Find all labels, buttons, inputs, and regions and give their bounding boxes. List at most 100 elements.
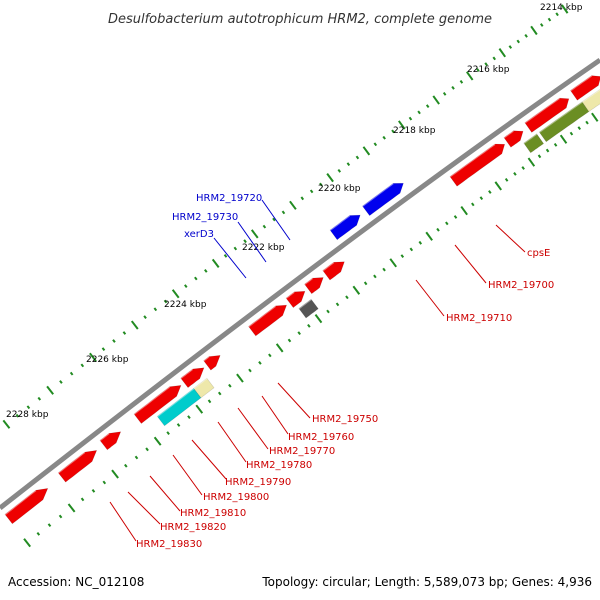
tick-label: 2216 kbp (467, 65, 510, 75)
gene-label-hrm2-19790[interactable]: HRM2_19790 (225, 477, 291, 488)
major-tick (236, 373, 244, 383)
minor-tick (248, 368, 252, 373)
cds-feature[interactable] (503, 130, 524, 148)
major-tick (289, 200, 297, 210)
major-tick (195, 404, 204, 414)
minor-tick (355, 155, 360, 160)
cds-feature[interactable] (133, 385, 182, 424)
gene-label-hrm2-19770[interactable]: HRM2_19770 (269, 446, 335, 457)
cds-feature[interactable] (285, 290, 306, 309)
minor-tick (382, 267, 386, 272)
major-tick (494, 181, 502, 191)
minor-tick (163, 299, 168, 304)
cds-feature[interactable] (524, 97, 570, 133)
rrna-feature[interactable] (523, 133, 545, 154)
leader-line (261, 395, 289, 435)
minor-tick (504, 178, 509, 182)
minor-tick (442, 91, 447, 96)
minor-tick (91, 489, 96, 493)
gene-label-hrm2-19730[interactable]: HRM2_19730 (172, 212, 238, 223)
cds-feature[interactable] (304, 277, 324, 295)
major-tick (153, 436, 162, 446)
minor-tick (145, 447, 149, 452)
gene-label-hrm2-19820[interactable]: HRM2_19820 (160, 522, 226, 533)
minor-tick (194, 276, 198, 281)
gene-label-hrm2-19750[interactable]: HRM2_19750 (312, 414, 378, 425)
minor-tick (124, 463, 128, 468)
other-feature[interactable] (298, 298, 319, 319)
major-tick (89, 352, 97, 362)
leader-line (495, 224, 526, 253)
major-tick (398, 120, 406, 130)
feature-highlight (523, 133, 538, 144)
misc-feature-light[interactable] (193, 377, 215, 399)
cds-feature[interactable] (4, 488, 49, 525)
major-tick (465, 71, 474, 81)
minor-tick (451, 85, 455, 90)
gene-label-xerd3[interactable]: xerD3 (184, 229, 214, 240)
gene-label-hrm2-19700[interactable]: HRM2_19700 (488, 280, 554, 291)
major-tick (498, 48, 507, 58)
misc-feature-light[interactable] (581, 88, 600, 113)
leader-line (172, 454, 203, 496)
minor-tick (445, 221, 449, 226)
tick-label: 2220 kbp (318, 184, 361, 194)
gene-label-cpse[interactable]: cpsE (527, 248, 550, 259)
cds-feature[interactable] (203, 355, 221, 371)
gene-label-hrm2-19720[interactable]: HRM2_19720 (196, 193, 262, 204)
cds-feature[interactable] (99, 431, 122, 451)
red-leader-lines (109, 224, 526, 542)
feature-highlight (57, 451, 86, 474)
minor-tick (187, 415, 191, 419)
feature-highlight (569, 74, 593, 92)
leader-line (109, 501, 137, 542)
minor-tick (547, 17, 552, 22)
gene-label-hrm2-19760[interactable]: HRM2_19760 (288, 432, 354, 443)
major-tick (2, 419, 11, 429)
feature-track (4, 74, 600, 525)
gene-label-hrm2-19830[interactable]: HRM2_19830 (136, 539, 202, 550)
cds-feature[interactable] (449, 143, 506, 187)
cds-feature[interactable] (180, 367, 205, 389)
gene-label-hrm2-19800[interactable]: HRM2_19800 (203, 492, 269, 503)
cds-feature[interactable] (248, 304, 288, 337)
minor-tick (59, 380, 63, 384)
minor-tick (513, 172, 517, 176)
minor-tick (36, 531, 41, 536)
minor-tick (58, 514, 63, 519)
trna-feature[interactable] (329, 214, 361, 241)
minor-tick (268, 353, 272, 358)
tick-track-inner (23, 112, 599, 548)
feature-highlight (180, 368, 194, 379)
leader-line (277, 382, 311, 419)
minor-tick (553, 142, 558, 147)
feature-highlight (133, 385, 171, 415)
feature-highlight (156, 387, 195, 418)
gene-label-hrm2-19810[interactable]: HRM2_19810 (180, 508, 246, 519)
minor-tick (488, 190, 492, 194)
genome-info-text: Topology: circular; Length: 5,589,073 bp… (261, 575, 592, 589)
cds-feature[interactable] (322, 261, 345, 281)
gene-label-hrm2-19710[interactable]: HRM2_19710 (446, 313, 512, 324)
feature-highlight (193, 377, 208, 390)
major-tick (46, 385, 54, 395)
major-tick (561, 4, 569, 14)
gene-label-hrm2-19780[interactable]: HRM2_19780 (246, 460, 312, 471)
feature-highlight (322, 261, 335, 272)
minor-tick (425, 104, 430, 109)
map-title: Desulfobacterium autotrophicum HRM2, com… (108, 12, 492, 27)
minor-tick (335, 302, 340, 307)
minor-tick (346, 162, 351, 167)
major-tick (111, 469, 119, 479)
feature-highlight (581, 88, 600, 103)
major-tick (23, 538, 32, 548)
leader-line (454, 244, 487, 284)
minor-tick (262, 224, 267, 229)
cds-feature[interactable] (57, 450, 98, 483)
leader-line (237, 407, 269, 450)
trna-feature[interactable] (361, 182, 404, 217)
major-tick (530, 25, 538, 36)
tick-track-outer (2, 4, 569, 429)
